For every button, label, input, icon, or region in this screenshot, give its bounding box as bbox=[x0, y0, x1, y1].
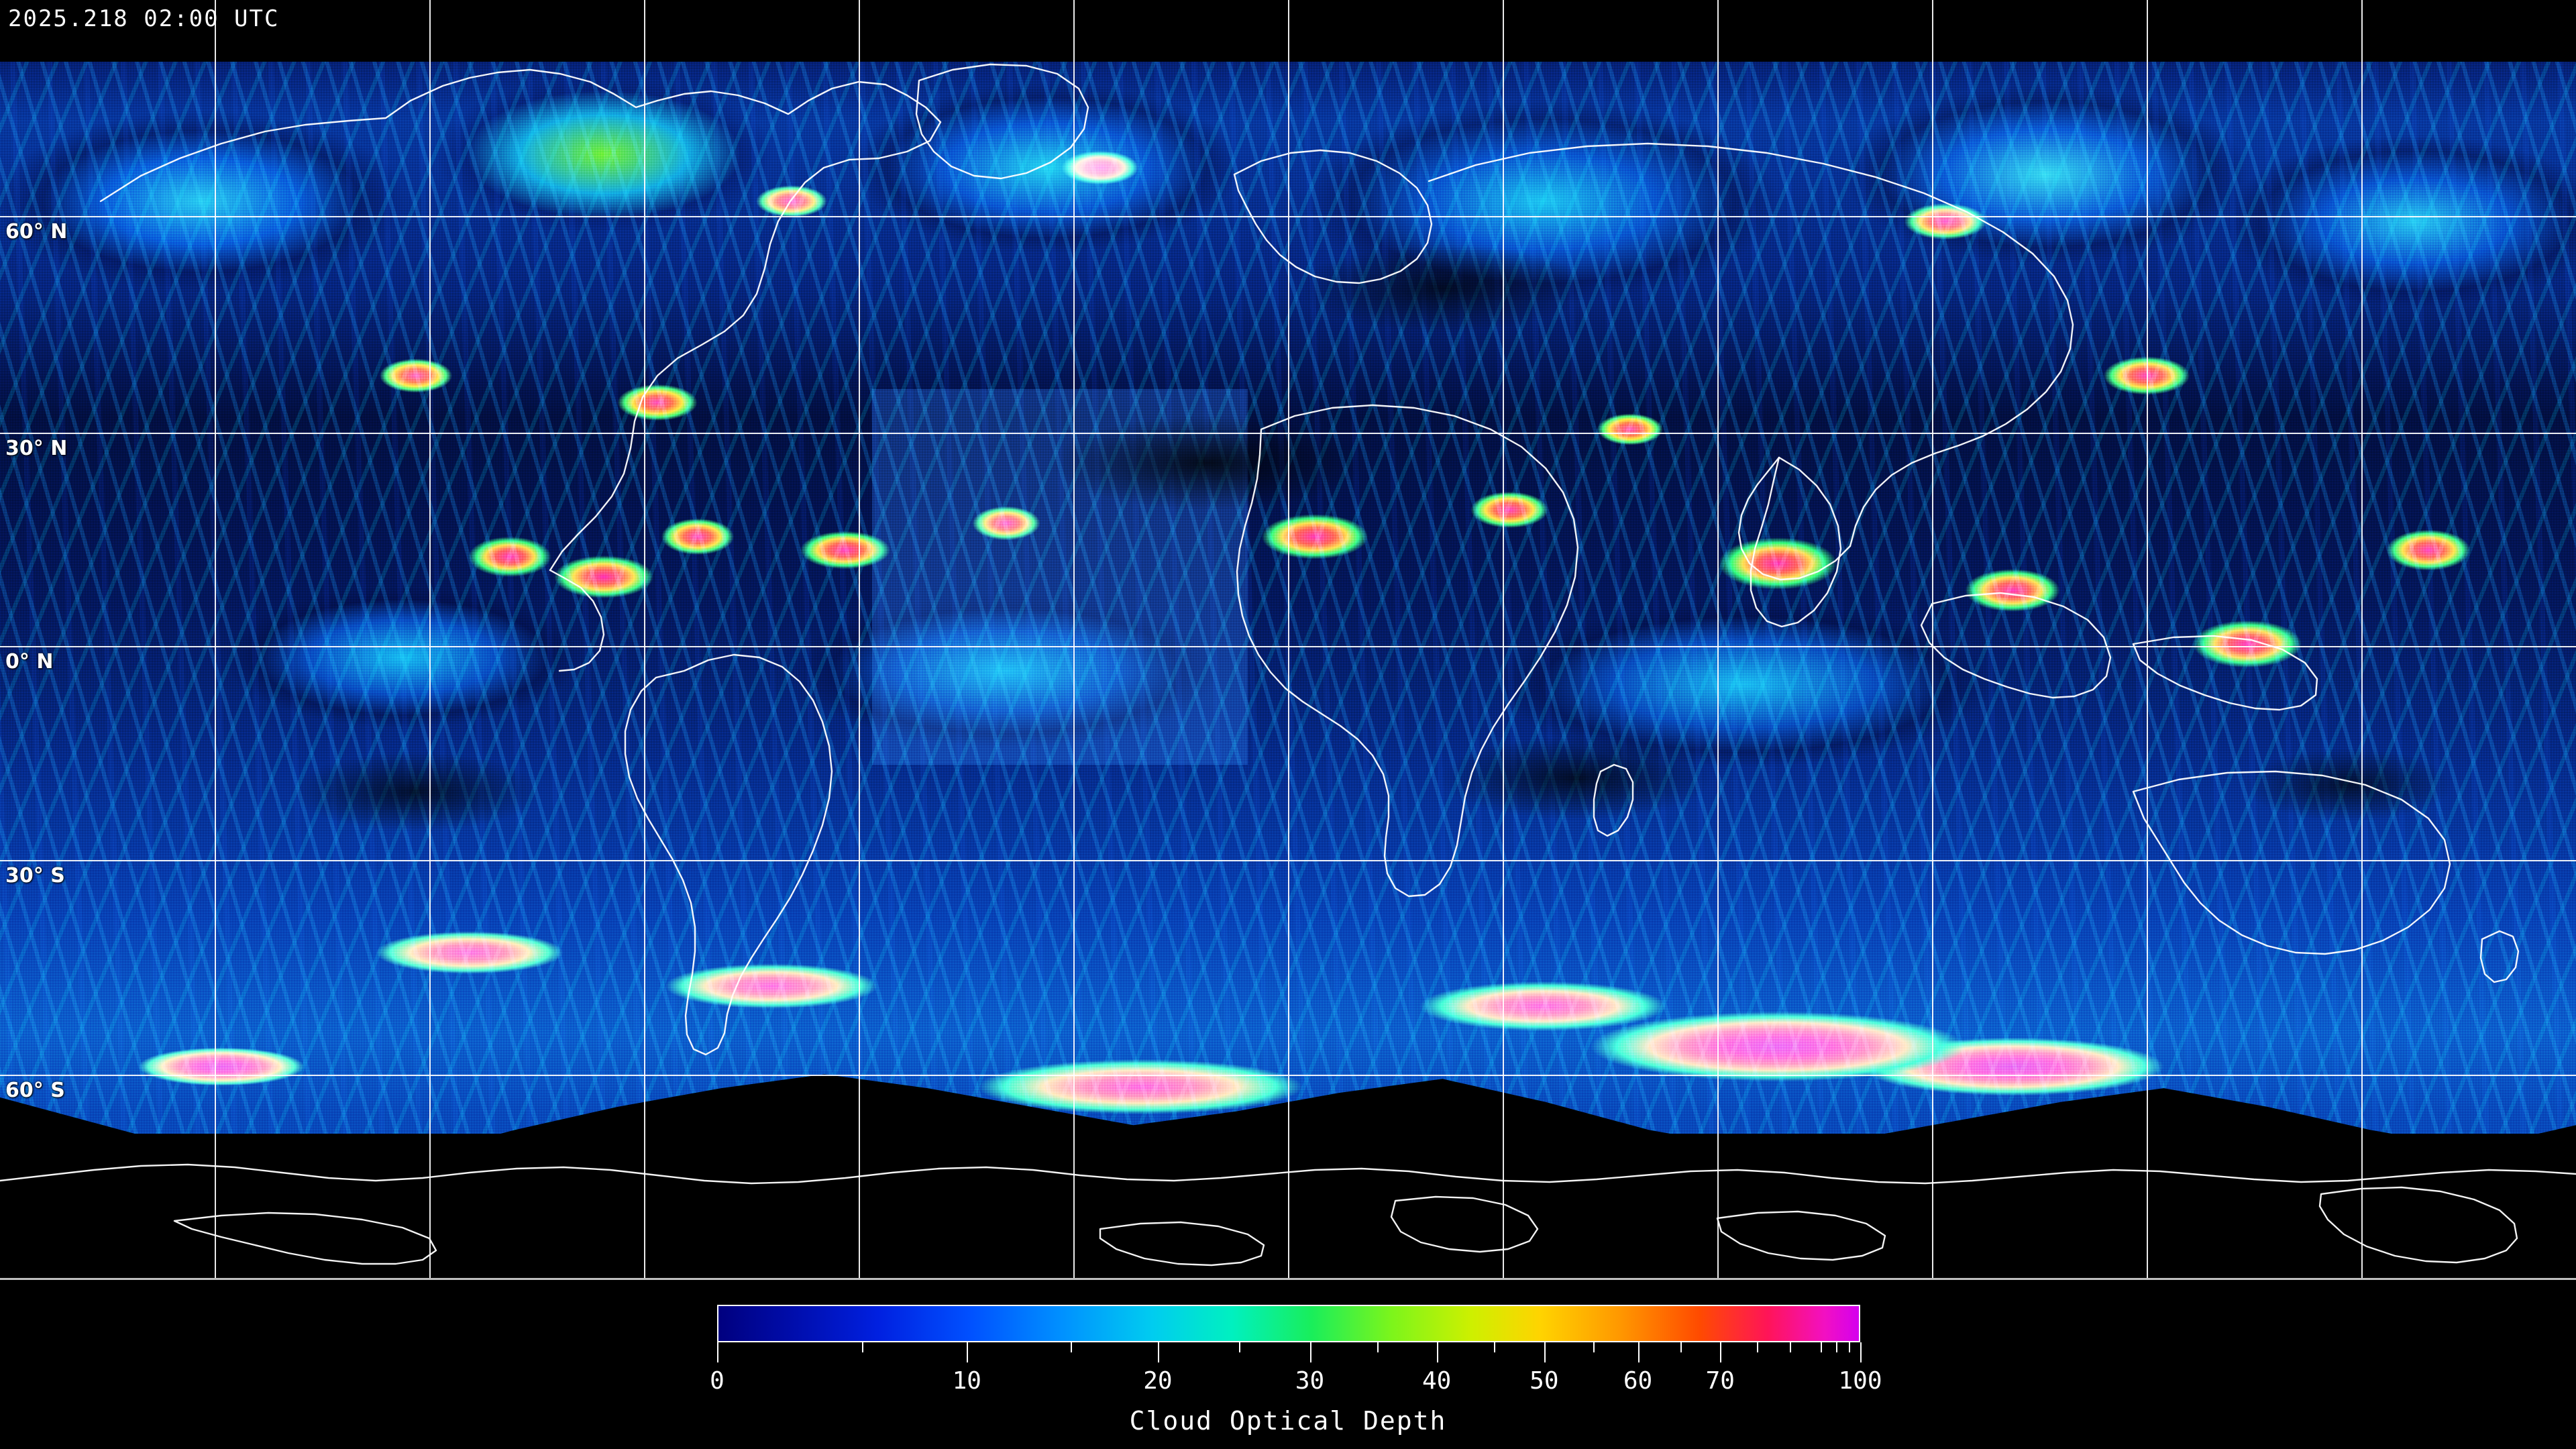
colorbar-title: Cloud Optical Depth bbox=[1129, 1406, 1447, 1436]
colorbar-tick-major-100 bbox=[1860, 1342, 1862, 1362]
colorbar-label-10: 10 bbox=[952, 1367, 981, 1395]
colorbar-label-50: 50 bbox=[1529, 1367, 1559, 1395]
colorbar-label-30: 30 bbox=[1295, 1367, 1325, 1395]
satellite-data-extent bbox=[0, 0, 2576, 1134]
global-map-panel[interactable]: 60° N 30° N 0° N 30° S 60° S 2025.218 02… bbox=[0, 0, 2576, 1278]
panel-separator bbox=[0, 1278, 2576, 1280]
colorbar-tick-major-30 bbox=[1309, 1342, 1311, 1362]
colorbar-tick-major-0 bbox=[717, 1342, 718, 1362]
cloud-field-pixel-grain bbox=[0, 0, 2576, 1134]
colorbar-tick-minor-55 bbox=[1593, 1342, 1595, 1352]
colorbar-label-40: 40 bbox=[1421, 1367, 1452, 1395]
colorbar-tick-major-60 bbox=[1638, 1342, 1640, 1362]
colorbar-tick-minor-25 bbox=[1238, 1342, 1240, 1352]
colorbar-tick-minor-45 bbox=[1493, 1342, 1495, 1352]
colorbar-tick-major-70 bbox=[1720, 1342, 1722, 1362]
timestamp-label: 2025.218 02:00 UTC bbox=[8, 5, 280, 32]
colorbar-tick-minor-35 bbox=[1377, 1342, 1379, 1352]
colorbar-tick-major-10 bbox=[967, 1342, 969, 1362]
north-polar-no-data-band bbox=[0, 0, 2576, 62]
colorbar[interactable] bbox=[717, 1305, 1860, 1342]
legend-panel: Cloud Optical Depth 0 10 20 30 40 50 60 70 100 bbox=[0, 1280, 2576, 1449]
colorbar-tick-minor-75 bbox=[1756, 1342, 1758, 1352]
colorbar-tick-minor-80 bbox=[1790, 1342, 1792, 1352]
colorbar-tick-major-40 bbox=[1436, 1342, 1438, 1362]
colorbar-label-20: 20 bbox=[1143, 1367, 1173, 1395]
colorbar-label-0: 0 bbox=[710, 1367, 724, 1395]
colorbar-gradient bbox=[718, 1306, 1859, 1341]
colorbar-label-60: 60 bbox=[1623, 1367, 1653, 1395]
colorbar-label-70: 70 bbox=[1705, 1367, 1735, 1395]
colorbar-tick-major-50 bbox=[1544, 1342, 1546, 1362]
colorbar-tick-minor-5 bbox=[861, 1342, 863, 1352]
colorbar-tick-minor-65 bbox=[1680, 1342, 1682, 1352]
colorbar-label-100: 100 bbox=[1838, 1367, 1882, 1395]
colorbar-tick-minor-90 bbox=[1836, 1342, 1838, 1352]
colorbar-tick-minor-95 bbox=[1848, 1342, 1850, 1352]
colorbar-tick-minor-85 bbox=[1821, 1342, 1823, 1352]
colorbar-tick-minor-15 bbox=[1071, 1342, 1073, 1352]
colorbar-tick-major-20 bbox=[1157, 1342, 1159, 1362]
colorbar-tick-marks bbox=[717, 1342, 1862, 1369]
